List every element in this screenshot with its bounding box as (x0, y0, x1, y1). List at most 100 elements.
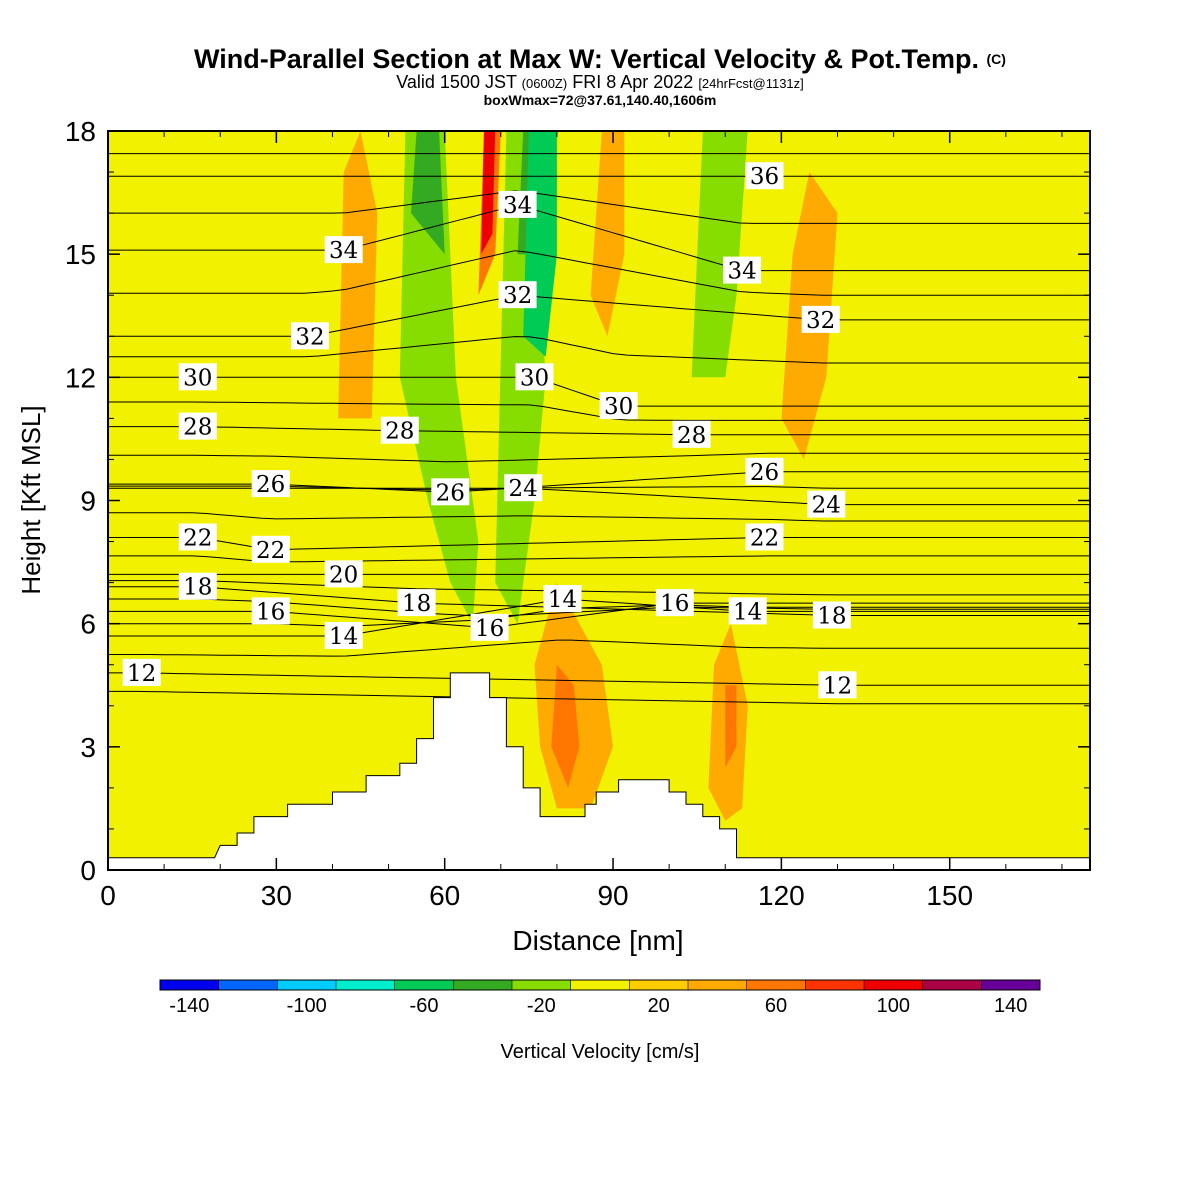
contour-label-box (807, 490, 846, 518)
contour-label-box (251, 597, 290, 625)
contour-label-text: 28 (677, 423, 706, 449)
contour-label-text: 18 (183, 575, 212, 601)
contour-label-text: 16 (475, 616, 504, 642)
valid-date: FRI 8 Apr 2022 (572, 72, 694, 92)
colorbar-swatch (277, 980, 337, 990)
chart-subtitle: Valid 1500 JST (0600Z) FRI 8 Apr 2022 [2… (0, 72, 1200, 92)
contour-label: 28 (178, 412, 217, 441)
contour-label-box (498, 190, 537, 218)
contour-label: 30 (178, 363, 217, 391)
y-tick-label: 12 (65, 362, 96, 393)
contour-label: 16 (470, 613, 509, 642)
colorbar-swatch (746, 980, 806, 990)
theta-contour (108, 401, 1090, 421)
valid-time: Valid 1500 JST (396, 72, 517, 92)
x-tick-label: 90 (597, 880, 628, 911)
contour-label: 26 (745, 457, 784, 486)
contour-label-box (122, 658, 161, 686)
contour-label-text: 30 (604, 394, 633, 420)
contour-label: 12 (122, 658, 161, 687)
x-tick-label: 120 (758, 880, 805, 911)
contour-label-box (818, 671, 857, 699)
colorbar-tick-label: 100 (877, 995, 910, 1017)
contour-label-text: 20 (329, 562, 358, 588)
theta-contour (108, 599, 1090, 637)
contour-label-box (801, 305, 840, 333)
colorbar-swatch (160, 980, 220, 990)
colorbar-swatch (570, 980, 630, 990)
theta-contour (108, 190, 1090, 224)
contour-label: 34 (498, 190, 537, 219)
contour-label-text: 34 (329, 238, 358, 264)
velocity-region (481, 131, 496, 255)
contour-label-box (470, 613, 509, 641)
contour-label: 30 (515, 363, 554, 391)
theta-contour (108, 580, 1090, 596)
chart-title: Wind-Parallel Section at Max W: Vertical… (0, 44, 1200, 74)
velocity-region (411, 131, 445, 255)
colorbar-swatch (394, 980, 454, 990)
contour-label-text: 26 (256, 472, 285, 498)
contour-label-text: 22 (183, 526, 212, 552)
contour-label: 28 (672, 420, 711, 449)
colorbar-swatch (922, 980, 982, 990)
contour-label: 16 (655, 589, 694, 617)
contour-label-text: 18 (817, 604, 846, 630)
contour-label-box (178, 412, 217, 440)
contour-label-text: 34 (727, 259, 756, 285)
copyright-mark: (C) (986, 51, 1006, 67)
contour-label-box (251, 470, 290, 498)
contour-label-box (397, 589, 436, 617)
contour-label-box (728, 597, 767, 625)
contour-label: 36 (745, 162, 784, 190)
colorbar-swatch (629, 980, 689, 990)
colorbar-tick-label: -60 (410, 995, 439, 1017)
velocity-region (203, 131, 333, 501)
box-wmax-info: boxWmax=72@37.61,140.40,1606m (483, 92, 717, 108)
contour-label-text: 28 (183, 415, 212, 441)
contour-label-box (178, 523, 217, 551)
colorbar-tick-label: -140 (169, 995, 209, 1017)
contour-label-text: 30 (183, 365, 212, 391)
contour-label-text: 14 (329, 624, 358, 650)
colorbar-swatch (336, 980, 396, 990)
chart-title-text: Wind-Parallel Section at Max W: Vertical… (194, 44, 979, 74)
contour-label-text: 32 (295, 324, 324, 350)
contour-label: 32 (801, 305, 840, 334)
contour-label-box (324, 560, 363, 588)
contour-label-box (251, 535, 290, 563)
colorbar: -140 -100 -60 -20 20 60 100 140 (159, 979, 1041, 1017)
contour-label: 32 (498, 281, 537, 309)
velocity-region (108, 131, 221, 501)
contour-label: 14 (728, 597, 767, 625)
contour-label-box (745, 457, 784, 485)
contour-label-text: 24 (812, 493, 841, 519)
contour-label-box (504, 474, 543, 502)
valid-time-utc: (0600Z) (521, 76, 568, 91)
colorbar-tick-label: 20 (648, 995, 670, 1017)
contour-label: 22 (178, 523, 217, 552)
contour-label-box (291, 322, 329, 350)
theta-contour (108, 672, 1090, 686)
chart-title-block: Wind-Parallel Section at Max W: Vertical… (0, 44, 1200, 108)
colorbar-swatch (981, 980, 1041, 990)
contour-label-text: 30 (520, 365, 549, 391)
contour-label: 14 (543, 585, 582, 613)
contour-label: 34 (723, 256, 762, 285)
contour-label-box (324, 236, 363, 264)
theta-contour (108, 452, 1090, 463)
contour-label: 28 (380, 416, 419, 445)
forecast-run: [24hrFcst@1131z] (698, 76, 804, 91)
contour-label-text: 12 (823, 673, 852, 699)
contour-label-box (324, 622, 363, 649)
contour-label-text: 22 (750, 526, 779, 552)
contour-label-box (178, 363, 217, 391)
contour-label-text: 22 (256, 538, 285, 564)
contour-label-text: 34 (503, 193, 532, 219)
y-axis-label: Height [Kft MSL] (16, 405, 46, 594)
contour-label-box (431, 478, 470, 506)
contour-label: 18 (397, 589, 436, 617)
contour-label: 32 (291, 322, 329, 350)
contour-label-text: 18 (402, 591, 431, 617)
